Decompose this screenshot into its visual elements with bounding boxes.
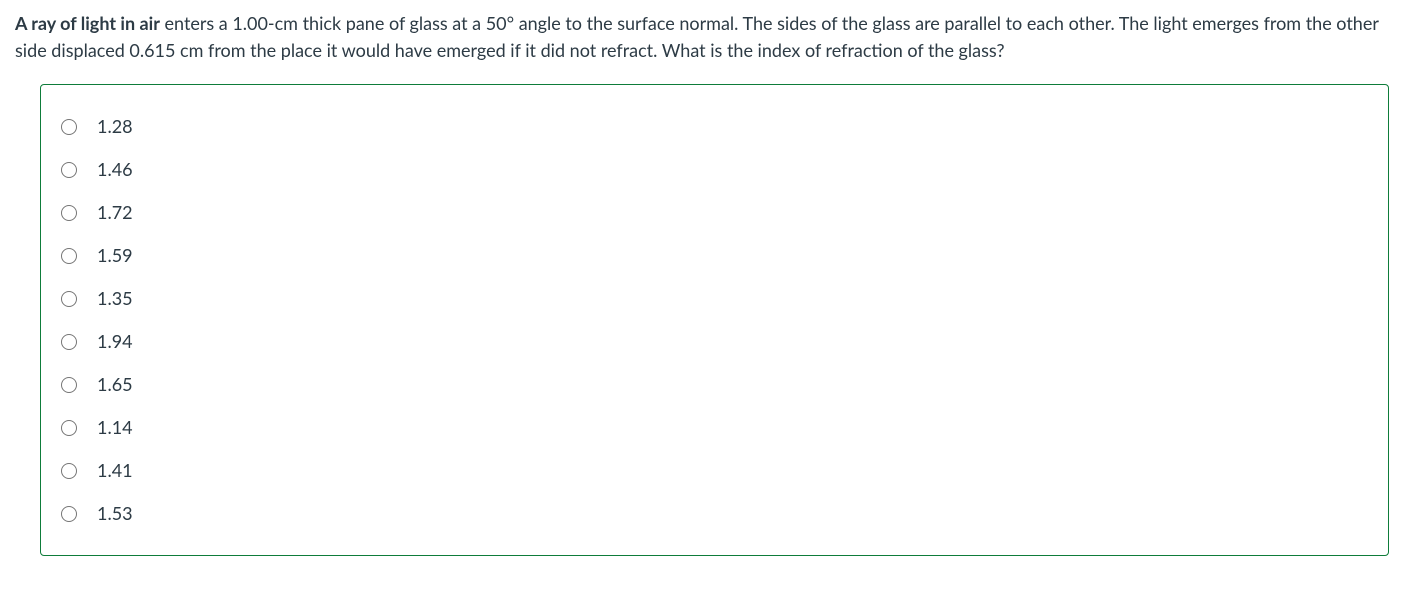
answer-option[interactable]: 1.41 <box>61 449 1368 492</box>
answer-radio[interactable] <box>61 162 77 178</box>
answer-option[interactable]: 1.53 <box>61 492 1368 535</box>
answer-label[interactable]: 1.94 <box>97 328 133 355</box>
answer-radio[interactable] <box>61 463 77 479</box>
answer-label[interactable]: 1.72 <box>97 199 133 226</box>
answer-radio[interactable] <box>61 119 77 135</box>
answer-label[interactable]: 1.65 <box>97 371 133 398</box>
answer-radio[interactable] <box>61 377 77 393</box>
answer-label[interactable]: 1.35 <box>97 285 133 312</box>
answer-option[interactable]: 1.28 <box>61 105 1368 148</box>
question-body: enters a 1.00-cm thick pane of glass at … <box>15 12 1379 61</box>
question-text: A ray of light in air enters a 1.00-cm t… <box>15 10 1399 64</box>
answer-option[interactable]: 1.46 <box>61 148 1368 191</box>
answer-option[interactable]: 1.59 <box>61 234 1368 277</box>
answer-option[interactable]: 1.14 <box>61 406 1368 449</box>
answer-radio[interactable] <box>61 506 77 522</box>
answer-radio[interactable] <box>61 205 77 221</box>
answer-label[interactable]: 1.53 <box>97 500 133 527</box>
answer-radio[interactable] <box>61 334 77 350</box>
answer-option[interactable]: 1.35 <box>61 277 1368 320</box>
answer-radio[interactable] <box>61 291 77 307</box>
answer-label[interactable]: 1.14 <box>97 414 133 441</box>
answer-label[interactable]: 1.41 <box>97 457 133 484</box>
answer-option[interactable]: 1.94 <box>61 320 1368 363</box>
question-lead: A ray of light in air <box>15 12 160 34</box>
answer-label[interactable]: 1.46 <box>97 156 133 183</box>
answer-radio[interactable] <box>61 420 77 436</box>
answer-radio[interactable] <box>61 248 77 264</box>
answer-option[interactable]: 1.65 <box>61 363 1368 406</box>
answer-label[interactable]: 1.59 <box>97 242 133 269</box>
answers-container: 1.28 1.46 1.72 1.59 1.35 1.94 1.65 1.14 1.41 1.53 <box>40 84 1389 556</box>
answer-label[interactable]: 1.28 <box>97 113 133 140</box>
answer-option[interactable]: 1.72 <box>61 191 1368 234</box>
